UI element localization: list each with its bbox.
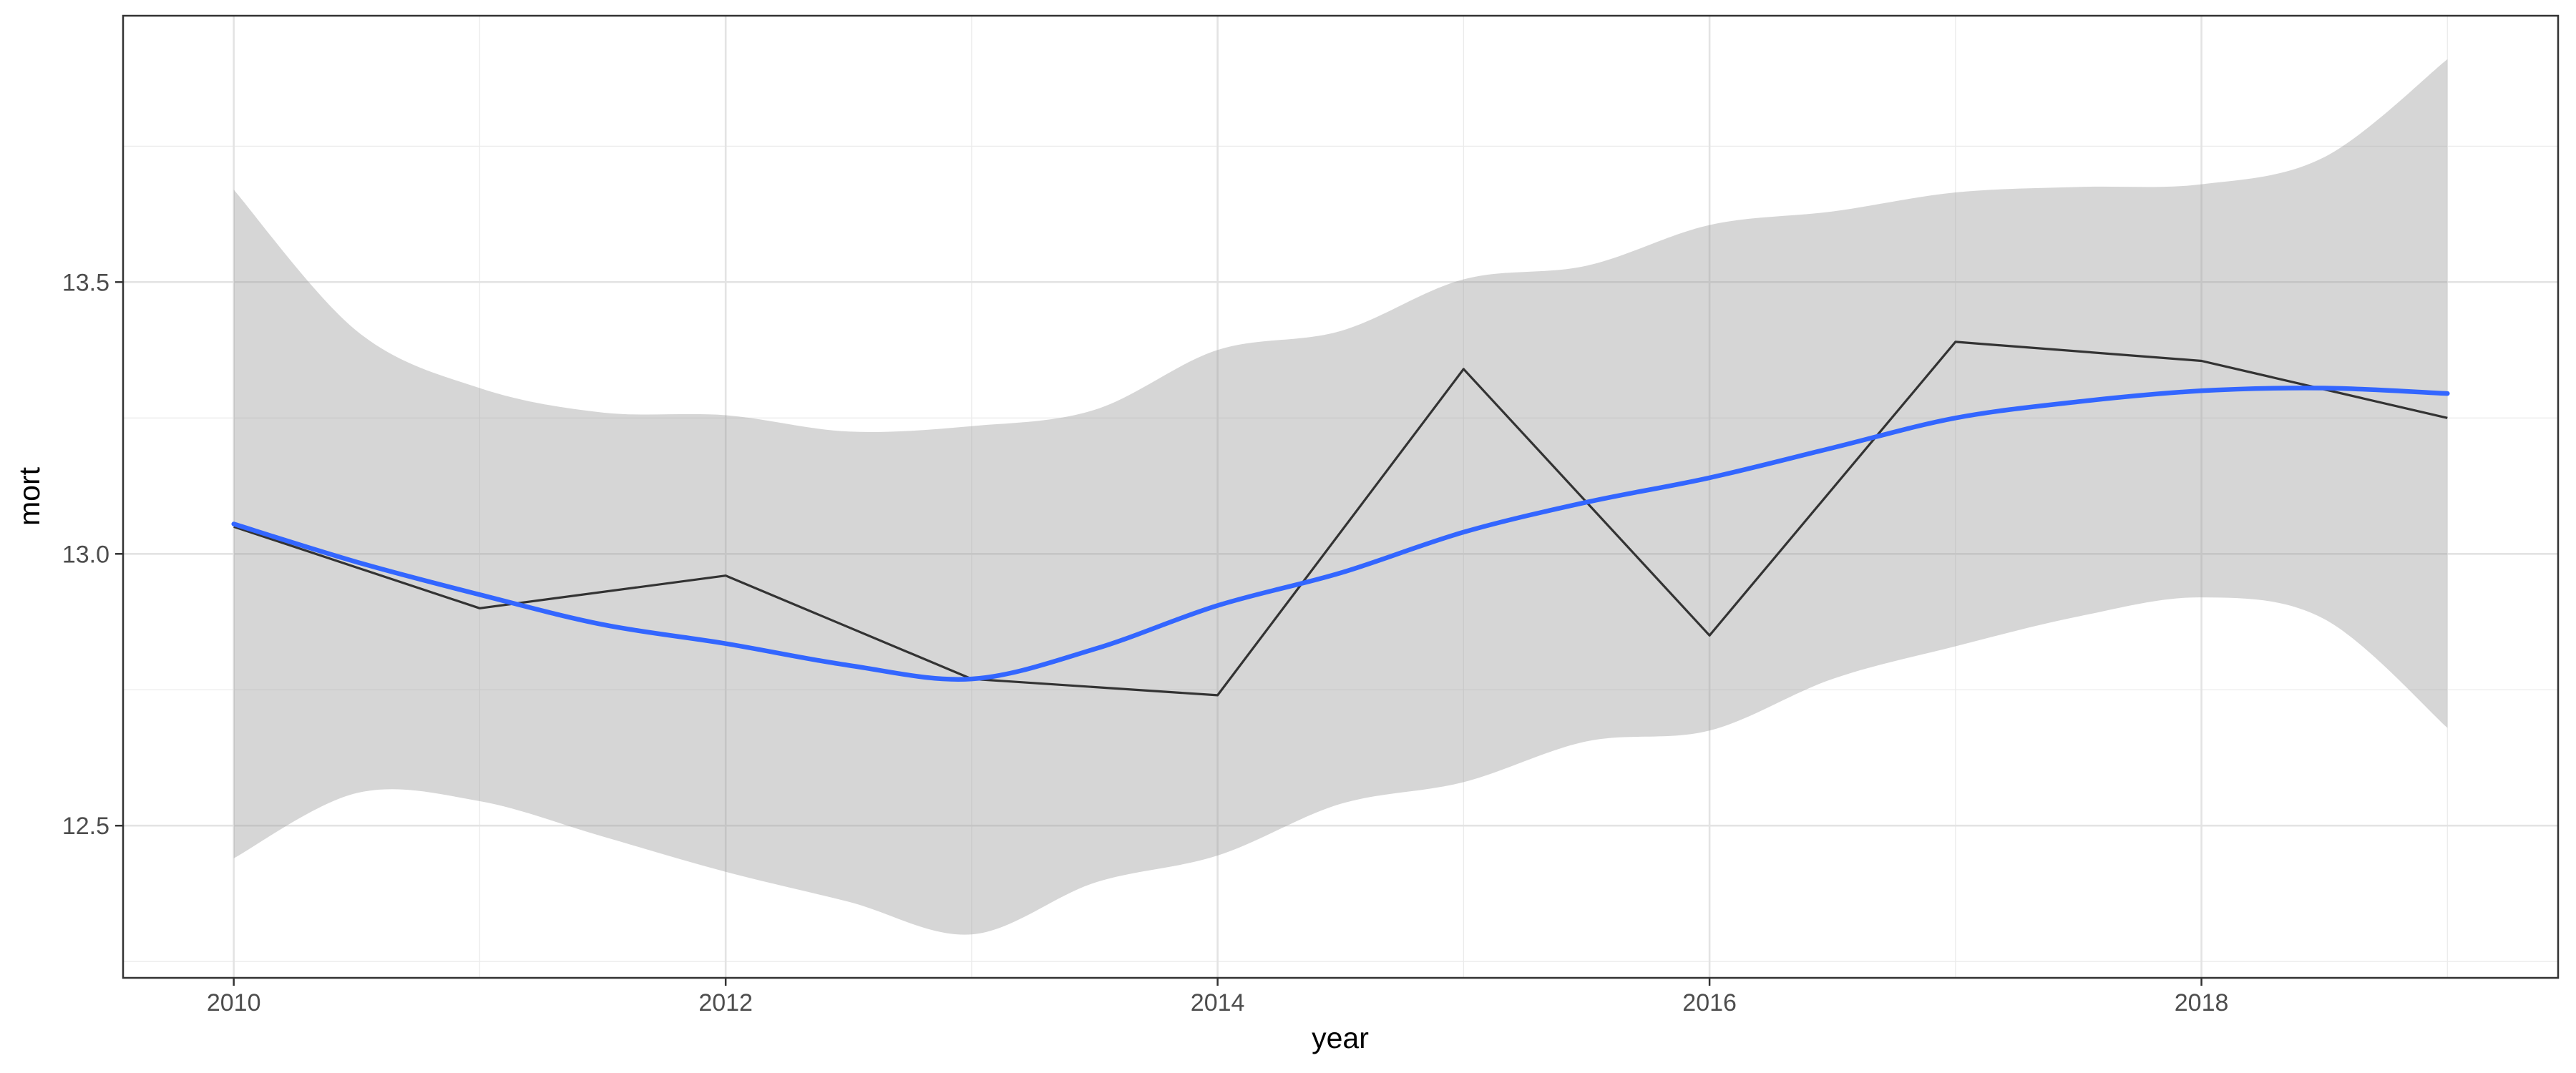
x-axis: 2010 2012 2014 2016 2018 [207, 978, 2229, 1016]
x-tick-label: 2012 [698, 989, 753, 1016]
x-tick-label: 2014 [1191, 989, 1245, 1016]
observed-mortality-line [233, 340, 2448, 697]
smoothed-trend-line [231, 386, 2450, 682]
plot-panel-background [123, 16, 2558, 978]
minor-gridlines [123, 16, 2558, 978]
x-tick-label: 2016 [1682, 989, 1737, 1016]
y-axis-title: mort [13, 466, 46, 526]
confidence-band [233, 59, 2448, 935]
x-tick-label: 2018 [2175, 989, 2229, 1016]
x-axis-title: year [1312, 1021, 1369, 1054]
y-tick-label: 13.5 [62, 269, 109, 296]
y-tick-label: 12.5 [62, 813, 109, 840]
plot-panel-border [122, 14, 2560, 979]
x-tick-label: 2010 [207, 989, 261, 1016]
y-axis: 12.5 13.0 13.5 [62, 269, 123, 840]
y-tick-label: 13.0 [62, 541, 109, 568]
major-gridlines [123, 16, 2558, 978]
